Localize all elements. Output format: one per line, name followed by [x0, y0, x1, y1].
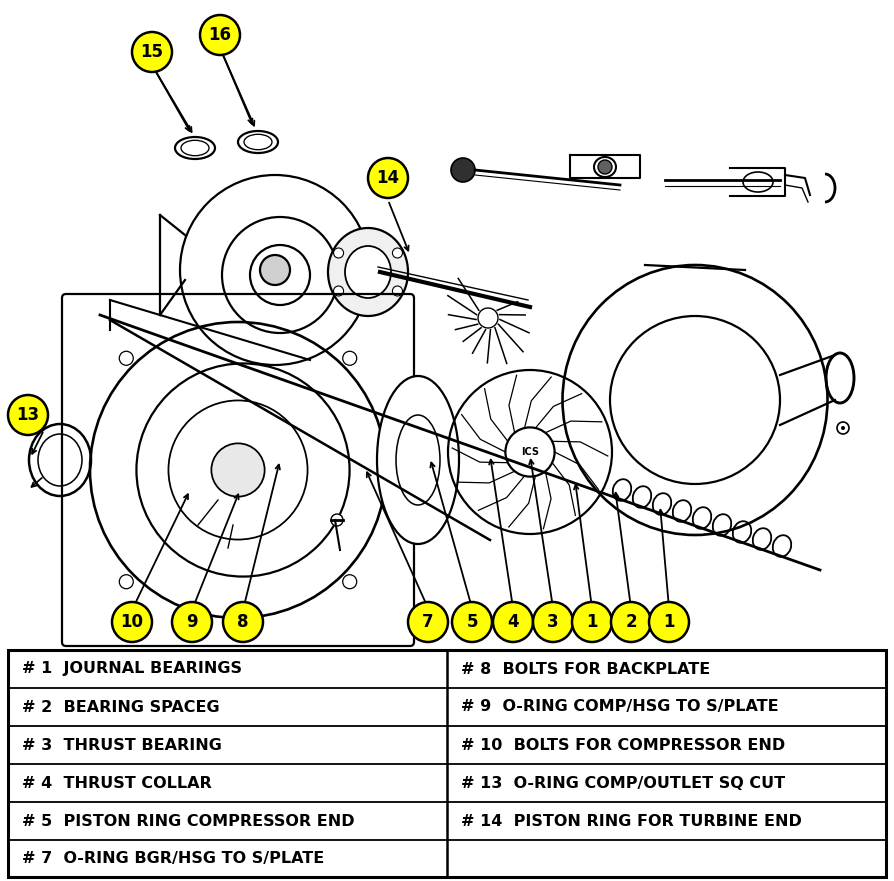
Ellipse shape	[594, 157, 616, 177]
Circle shape	[8, 395, 48, 435]
Circle shape	[112, 602, 152, 642]
Text: 7: 7	[422, 613, 434, 631]
Circle shape	[572, 602, 612, 642]
Text: 9: 9	[186, 613, 198, 631]
Circle shape	[368, 158, 408, 198]
Text: 14: 14	[376, 169, 400, 187]
Text: 3: 3	[547, 613, 559, 631]
Ellipse shape	[377, 376, 459, 544]
Text: 1: 1	[663, 613, 675, 631]
Text: 1: 1	[586, 613, 598, 631]
Circle shape	[223, 602, 263, 642]
Circle shape	[392, 248, 402, 258]
Text: # 13  O-RING COMP/OUTLET SQ CUT: # 13 O-RING COMP/OUTLET SQ CUT	[461, 775, 785, 790]
Circle shape	[478, 308, 498, 328]
Bar	[8, 650, 886, 877]
Circle shape	[611, 602, 651, 642]
Text: # 7  O-RING BGR/HSG TO S/PLATE: # 7 O-RING BGR/HSG TO S/PLATE	[22, 852, 325, 867]
Circle shape	[119, 574, 133, 589]
Text: # 14  PISTON RING FOR TURBINE END: # 14 PISTON RING FOR TURBINE END	[461, 813, 802, 828]
Text: # 2  BEARING SPACEG: # 2 BEARING SPACEG	[22, 700, 220, 714]
Circle shape	[649, 602, 689, 642]
Text: # 9  O-RING COMP/HSG TO S/PLATE: # 9 O-RING COMP/HSG TO S/PLATE	[461, 700, 779, 714]
Ellipse shape	[328, 228, 408, 316]
Circle shape	[392, 286, 402, 296]
Text: # 8  BOLTS FOR BACKPLATE: # 8 BOLTS FOR BACKPLATE	[461, 662, 710, 677]
Circle shape	[342, 352, 357, 366]
Circle shape	[333, 248, 343, 258]
Circle shape	[260, 255, 290, 285]
Text: # 10  BOLTS FOR COMPRESSOR END: # 10 BOLTS FOR COMPRESSOR END	[461, 737, 785, 752]
Circle shape	[451, 158, 475, 182]
Circle shape	[211, 443, 265, 497]
Text: 16: 16	[208, 26, 232, 44]
Text: 8: 8	[237, 613, 249, 631]
Text: 10: 10	[121, 613, 144, 631]
Text: # 3  THRUST BEARING: # 3 THRUST BEARING	[22, 737, 222, 752]
Circle shape	[841, 426, 845, 430]
Circle shape	[331, 514, 343, 526]
Circle shape	[132, 32, 172, 72]
Circle shape	[172, 602, 212, 642]
Circle shape	[533, 602, 573, 642]
Circle shape	[452, 602, 492, 642]
Circle shape	[333, 286, 343, 296]
Ellipse shape	[345, 246, 391, 298]
Text: 2: 2	[625, 613, 637, 631]
Text: ICS: ICS	[521, 447, 539, 457]
Text: 15: 15	[140, 43, 164, 61]
Text: # 4  THRUST COLLAR: # 4 THRUST COLLAR	[22, 775, 212, 790]
Text: 4: 4	[507, 613, 519, 631]
Circle shape	[408, 602, 448, 642]
Circle shape	[200, 15, 240, 55]
Text: # 1  JOURNAL BEARINGS: # 1 JOURNAL BEARINGS	[22, 662, 242, 677]
Circle shape	[493, 602, 533, 642]
Circle shape	[342, 574, 357, 589]
Circle shape	[598, 160, 612, 174]
Text: 13: 13	[16, 406, 39, 424]
Text: # 5  PISTON RING COMPRESSOR END: # 5 PISTON RING COMPRESSOR END	[22, 813, 355, 828]
Text: 5: 5	[467, 613, 477, 631]
Circle shape	[119, 352, 133, 366]
